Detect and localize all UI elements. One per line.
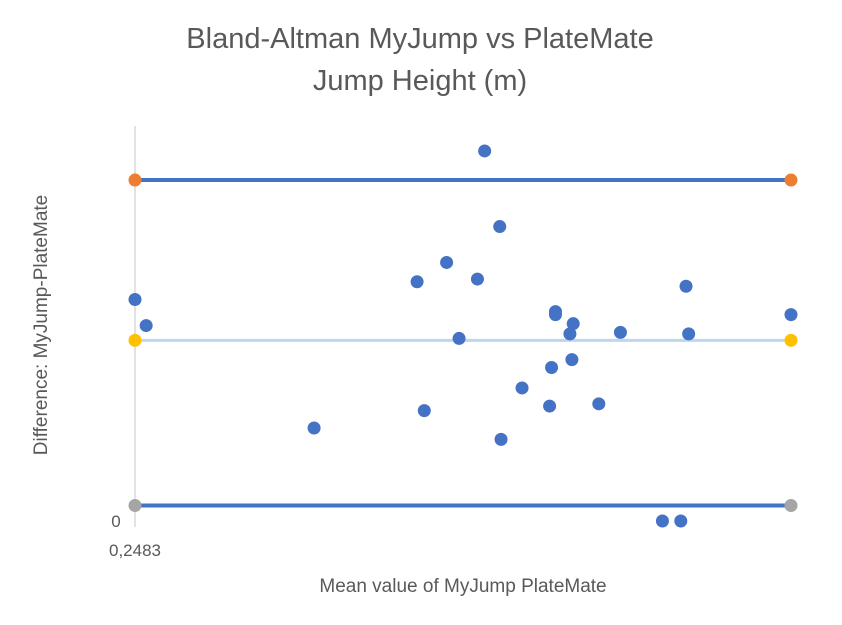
chart-title-line-1: Bland-Altman MyJump vs PlateMate xyxy=(186,23,653,55)
data-point-9 xyxy=(493,220,507,234)
data-point-17 xyxy=(565,353,579,367)
data-point-0 xyxy=(128,292,142,306)
y-tick-label: 0 xyxy=(111,512,120,531)
x-axis-title: Mean value of MyJump PlateMate xyxy=(319,576,606,597)
data-point-4 xyxy=(417,404,431,418)
data-point-18 xyxy=(566,317,580,331)
reference-marker-2-right xyxy=(784,499,798,513)
data-point-19 xyxy=(592,397,606,411)
chart-title-line-2: Jump Height (m) xyxy=(313,65,527,97)
data-point-7 xyxy=(470,272,484,286)
reference-marker-1-right xyxy=(784,333,798,347)
data-points xyxy=(128,144,798,528)
data-point-24 xyxy=(682,327,696,341)
data-point-13 xyxy=(545,361,559,375)
reference-marker-0-left xyxy=(128,173,142,187)
data-point-15 xyxy=(548,308,562,322)
reference-marker-1-left xyxy=(128,333,142,347)
data-point-8 xyxy=(478,144,492,158)
data-point-25 xyxy=(784,308,798,322)
data-point-5 xyxy=(440,255,454,269)
reference-markers xyxy=(128,173,798,513)
data-point-10 xyxy=(494,432,508,446)
reference-marker-0-right xyxy=(784,173,798,187)
data-point-11 xyxy=(515,381,529,395)
data-point-20 xyxy=(613,325,627,339)
data-point-6 xyxy=(452,331,466,345)
data-point-2 xyxy=(307,421,321,435)
reference-marker-2-left xyxy=(128,499,142,513)
data-point-23 xyxy=(679,279,693,293)
data-point-1 xyxy=(139,319,153,333)
data-point-12 xyxy=(543,399,557,413)
y-axis-title: Difference: MyJump-PlateMate xyxy=(31,195,52,455)
x-tick-label: 0,2483 xyxy=(109,541,161,560)
data-point-22 xyxy=(674,514,688,528)
data-point-21 xyxy=(655,514,669,528)
data-point-3 xyxy=(410,275,424,289)
data-point-16 xyxy=(563,327,577,341)
